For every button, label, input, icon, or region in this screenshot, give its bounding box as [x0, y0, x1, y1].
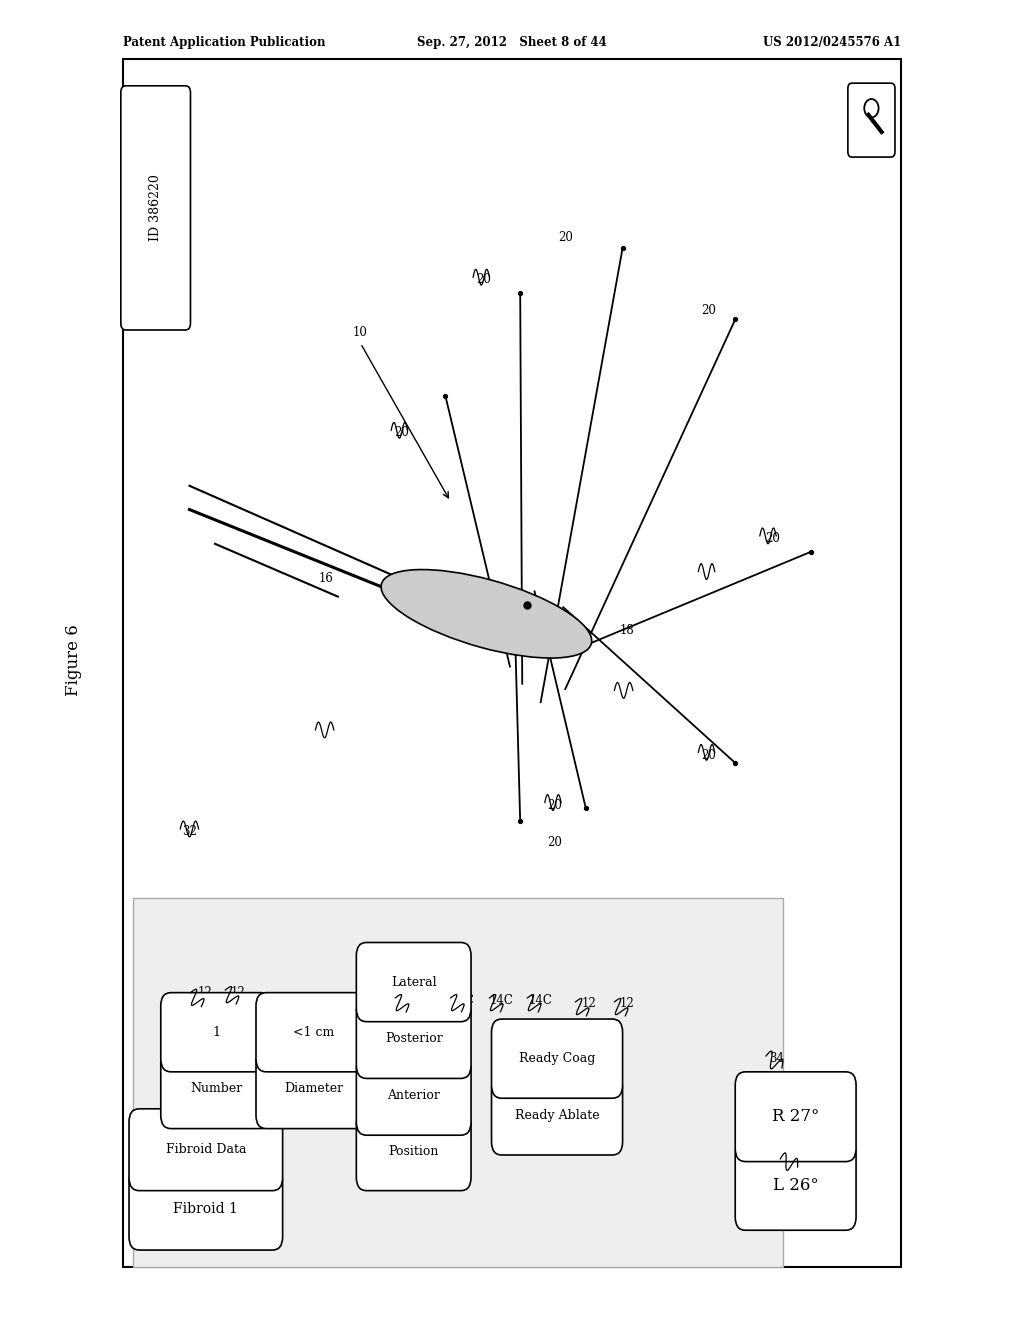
- Text: Position: Position: [388, 1144, 439, 1158]
- Text: 20: 20: [548, 799, 562, 812]
- Text: 20: 20: [701, 304, 716, 317]
- Text: Posterior: Posterior: [385, 1032, 442, 1045]
- Text: US 2012/0245576 A1: US 2012/0245576 A1: [763, 36, 901, 49]
- FancyBboxPatch shape: [256, 1049, 371, 1129]
- Text: Patent Application Publication: Patent Application Publication: [123, 36, 326, 49]
- Text: 34: 34: [786, 1155, 801, 1168]
- Text: Fibroid Data: Fibroid Data: [166, 1143, 246, 1156]
- Text: Pads: Pads: [788, 1172, 821, 1185]
- Text: 12: 12: [198, 986, 212, 999]
- Text: 34: 34: [769, 1052, 783, 1065]
- Text: 20: 20: [548, 836, 562, 849]
- FancyBboxPatch shape: [133, 898, 783, 1267]
- Text: 14C: 14C: [489, 994, 514, 1007]
- Text: R 27°: R 27°: [772, 1109, 819, 1125]
- FancyBboxPatch shape: [356, 1111, 471, 1191]
- FancyBboxPatch shape: [356, 999, 471, 1078]
- Text: 12: 12: [230, 986, 245, 999]
- FancyBboxPatch shape: [161, 993, 271, 1072]
- FancyBboxPatch shape: [121, 86, 190, 330]
- Text: 32: 32: [182, 825, 197, 838]
- FancyBboxPatch shape: [735, 1072, 856, 1162]
- Text: 20: 20: [701, 748, 716, 762]
- FancyBboxPatch shape: [129, 1168, 283, 1250]
- Text: 10: 10: [353, 326, 368, 339]
- Text: 16: 16: [318, 572, 333, 585]
- Ellipse shape: [381, 569, 592, 659]
- Text: 20: 20: [394, 426, 409, 440]
- Text: Figure 6: Figure 6: [66, 624, 82, 696]
- FancyBboxPatch shape: [129, 1109, 283, 1191]
- Text: Ready Coag: Ready Coag: [519, 1052, 595, 1065]
- Text: Anterior: Anterior: [387, 1089, 440, 1102]
- FancyBboxPatch shape: [492, 1019, 623, 1098]
- Text: 20: 20: [476, 273, 490, 286]
- Text: Sep. 27, 2012   Sheet 8 of 44: Sep. 27, 2012 Sheet 8 of 44: [417, 36, 607, 49]
- Text: 20: 20: [766, 532, 780, 545]
- Text: 18: 18: [620, 624, 634, 638]
- FancyBboxPatch shape: [161, 1049, 271, 1129]
- Text: 14: 14: [397, 994, 412, 1007]
- Text: 14C: 14C: [528, 994, 553, 1007]
- Text: Lateral: Lateral: [391, 975, 436, 989]
- FancyBboxPatch shape: [123, 59, 901, 1267]
- Text: 20: 20: [558, 231, 572, 244]
- FancyBboxPatch shape: [848, 83, 895, 157]
- FancyBboxPatch shape: [492, 1076, 623, 1155]
- Text: Number: Number: [189, 1082, 243, 1096]
- Text: Ready Ablate: Ready Ablate: [515, 1109, 599, 1122]
- Text: 1: 1: [212, 1026, 220, 1039]
- Text: 12: 12: [620, 997, 634, 1010]
- Text: 12: 12: [582, 997, 596, 1010]
- Text: <1 cm: <1 cm: [293, 1026, 334, 1039]
- FancyBboxPatch shape: [356, 1056, 471, 1135]
- Text: Diameter: Diameter: [284, 1082, 343, 1096]
- FancyBboxPatch shape: [735, 1140, 856, 1230]
- Text: ID 386220: ID 386220: [150, 174, 162, 240]
- Text: 14C: 14C: [451, 994, 475, 1007]
- Text: Fibroid 1: Fibroid 1: [173, 1203, 239, 1216]
- FancyBboxPatch shape: [256, 993, 371, 1072]
- FancyBboxPatch shape: [356, 942, 471, 1022]
- Text: L 26°: L 26°: [773, 1177, 818, 1193]
